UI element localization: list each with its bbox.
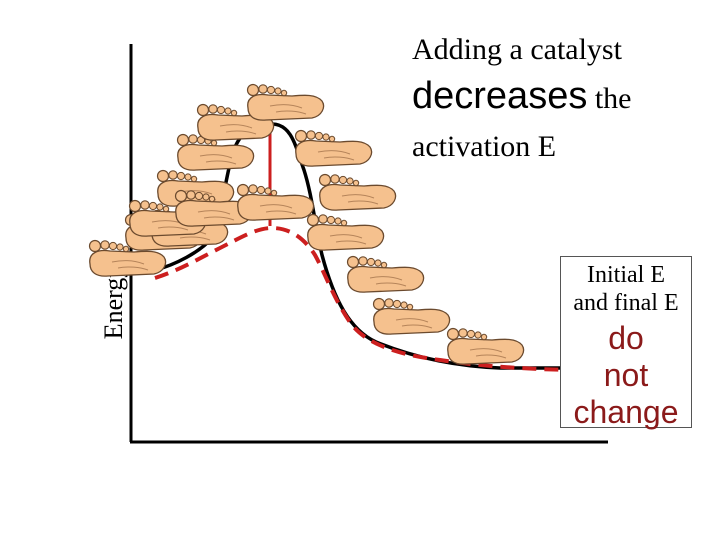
note-line-5: change <box>573 394 679 430</box>
heading-line-1: Adding a catalyst <box>412 33 622 66</box>
note-line-1: Initial E <box>587 262 665 288</box>
note-line-4: not <box>603 357 649 393</box>
heading-line-3: activation E <box>412 130 557 163</box>
heading: Adding a catalyst decreases the activati… <box>412 30 712 167</box>
foot-icon <box>294 129 373 167</box>
foot-icon <box>236 183 315 221</box>
foot-icon <box>318 173 397 211</box>
note-line-3: do <box>608 320 644 356</box>
heading-line-2: decreases the <box>412 74 712 121</box>
energy-note-box: Initial E and final E do not change <box>560 256 692 428</box>
heading-line-2-rest: the <box>594 82 632 115</box>
foot-icon <box>306 213 385 251</box>
note-line-2: and final E <box>573 290 679 316</box>
foot-icon <box>246 83 325 121</box>
foot-icon <box>446 327 525 365</box>
catalyzed-energy-curve <box>154 225 591 372</box>
foot-icon <box>346 255 425 293</box>
heading-emphasis-word: decreases <box>412 75 588 117</box>
y-axis-label: Energy <box>99 265 128 340</box>
foot-icon <box>372 297 451 335</box>
